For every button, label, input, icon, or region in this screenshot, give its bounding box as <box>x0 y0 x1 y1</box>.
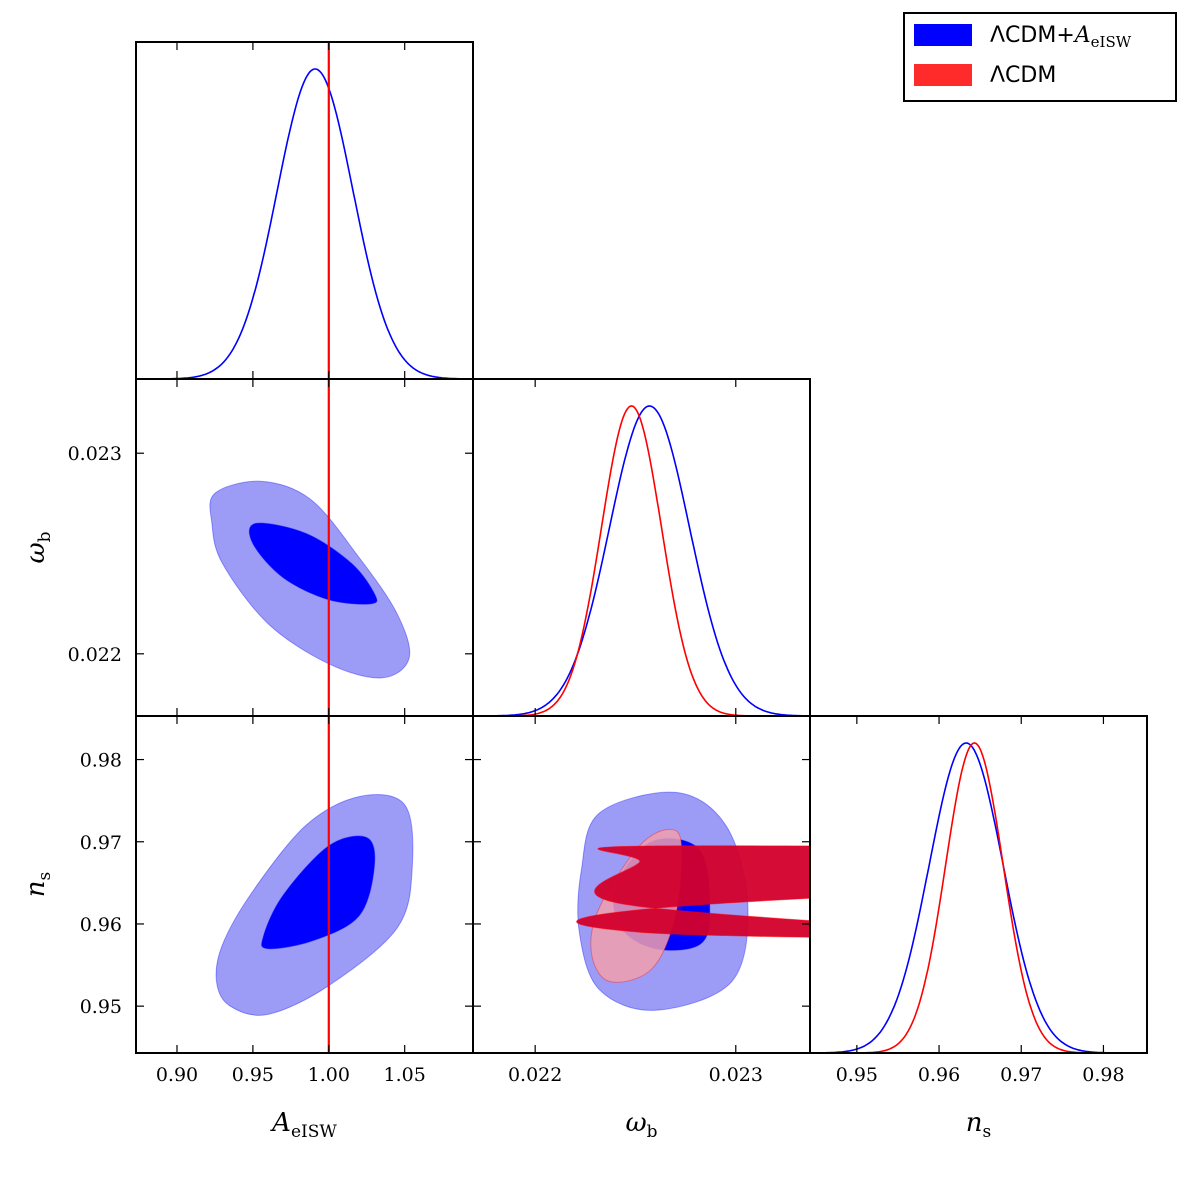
axis-label-main: A <box>270 1108 291 1138</box>
y-tick-label: 0.97 <box>80 832 122 854</box>
x-axis-label-A_eISW: AeISW <box>270 1108 337 1142</box>
y-tick-label: 0.022 <box>68 644 122 666</box>
panel-A_eISW-vs-omega_b <box>135 378 474 717</box>
panel-frame <box>135 41 474 380</box>
axis-label-sub: b <box>35 531 55 542</box>
panel-content <box>136 42 473 379</box>
panel-frame <box>809 715 1148 1054</box>
axis-label-main: n <box>966 1108 983 1138</box>
marginal-curve-0 <box>473 405 810 716</box>
panel-content <box>810 742 1147 1053</box>
x-tick-label: 0.98 <box>1082 1064 1124 1086</box>
panel-content <box>215 716 414 1053</box>
legend-label-sub: eISW <box>1091 33 1132 51</box>
panel-A_eISW-marginal <box>135 41 474 380</box>
panel-omega_b-marginal <box>472 378 811 717</box>
legend-label-lcdm-aeisw: ΛCDM+AeISW <box>990 23 1132 51</box>
axis-label-sub: b <box>647 1122 658 1142</box>
x-tick-label: 0.95 <box>232 1064 274 1086</box>
x-tick-label: 0.95 <box>836 1064 878 1086</box>
y-tick-label: 0.95 <box>80 996 122 1018</box>
legend-label-symbol: A <box>1073 23 1091 48</box>
x-tick-label: 0.90 <box>156 1064 198 1086</box>
axis-label-sub: eISW <box>291 1122 337 1142</box>
panel-frame <box>472 378 811 717</box>
panel-A_eISW-vs-n_s <box>135 715 474 1054</box>
axis-label-main: ω <box>21 542 51 563</box>
marginal-curve-1 <box>473 405 810 716</box>
x-tick-label: 1.05 <box>384 1064 426 1086</box>
panel-omega_b-vs-n_s <box>472 715 811 1054</box>
legend-label-main: ΛCDM+ <box>990 23 1075 48</box>
axis-label-main: ω <box>625 1108 646 1138</box>
marginal-curve-0 <box>810 742 1147 1053</box>
panel-content <box>209 379 411 716</box>
y-tick-label: 0.023 <box>68 443 122 465</box>
marginal-curve-0 <box>136 68 473 379</box>
x-tick-label: 0.97 <box>1000 1064 1042 1086</box>
x-tick-label: 0.96 <box>918 1064 960 1086</box>
y-tick-label: 0.98 <box>80 750 122 772</box>
y-axis-label-n_s: ns <box>21 872 55 897</box>
panel-n_s-marginal <box>809 715 1148 1054</box>
legend-swatch-lcdm <box>914 64 972 86</box>
legend-swatch-lcdm-aeisw <box>914 24 972 46</box>
marginal-curve-1 <box>810 742 1147 1053</box>
x-tick-label: 0.022 <box>508 1064 562 1086</box>
panel-content <box>473 405 810 716</box>
axis-label-sub: s <box>35 872 55 881</box>
panel-content <box>576 791 810 1011</box>
axis-label-main: n <box>21 880 51 897</box>
x-axis-label-omega_b: ωb <box>625 1108 657 1142</box>
x-tick-label: 1.00 <box>308 1064 350 1086</box>
contour-inner-0 <box>261 835 376 950</box>
x-axis-label-n_s: ns <box>966 1108 991 1142</box>
x-tick-label: 0.023 <box>709 1064 763 1086</box>
axis-label-sub: s <box>983 1122 992 1142</box>
legend-label-lcdm: ΛCDM <box>990 63 1056 88</box>
y-axis-label-omega_b: ωb <box>21 531 55 563</box>
contour-inner-1 <box>576 845 810 938</box>
contour-inner-0 <box>248 522 378 605</box>
legend: ΛCDM+AeISW ΛCDM <box>903 12 1177 102</box>
y-tick-label: 0.96 <box>80 914 122 936</box>
